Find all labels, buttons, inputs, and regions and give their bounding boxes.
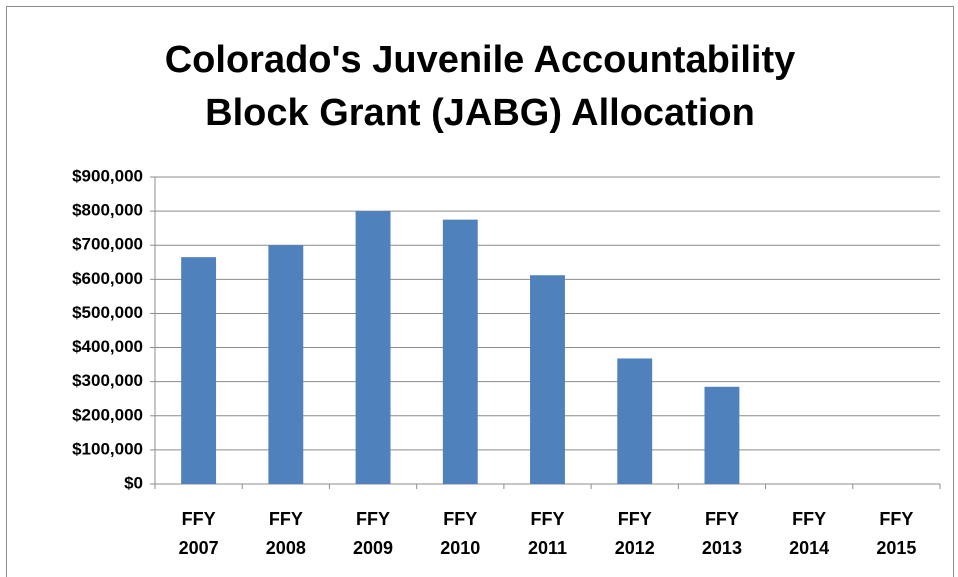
y-tick-label: $900,000 — [72, 166, 143, 185]
x-tick-label: FFY 2010 — [440, 509, 481, 558]
bar — [617, 358, 653, 484]
y-tick-label: $700,000 — [72, 235, 143, 254]
bar — [181, 257, 217, 484]
bar — [530, 275, 565, 484]
bar — [355, 211, 391, 484]
x-tick-label: FFY 2012 — [614, 509, 655, 558]
x-tick-label: FFY 2008 — [265, 509, 306, 558]
y-tick-label: $200,000 — [72, 405, 143, 424]
x-tick-label: FFY 2007 — [178, 509, 219, 558]
bar — [704, 386, 740, 484]
x-tick-label: FFY 2011 — [527, 509, 568, 558]
y-tick-label: $600,000 — [72, 269, 143, 288]
chart-frame — [6, 6, 954, 577]
y-tick-label: $300,000 — [72, 371, 143, 390]
y-tick-label: $0 — [124, 473, 143, 492]
x-tick-label: FFY 2015 — [876, 509, 917, 558]
bar — [268, 245, 304, 484]
chart-title: Colorado's Juvenile Accountability Block… — [164, 39, 796, 134]
y-tick-label: $400,000 — [72, 337, 143, 356]
bar — [442, 219, 478, 484]
y-tick-label: $800,000 — [72, 201, 143, 220]
x-tick-label: FFY 2014 — [789, 509, 830, 558]
x-tick-label: FFY 2013 — [701, 509, 742, 558]
y-tick-label: $500,000 — [72, 303, 143, 322]
x-tick-label: FFY 2009 — [353, 509, 394, 558]
y-tick-label: $100,000 — [72, 439, 143, 458]
